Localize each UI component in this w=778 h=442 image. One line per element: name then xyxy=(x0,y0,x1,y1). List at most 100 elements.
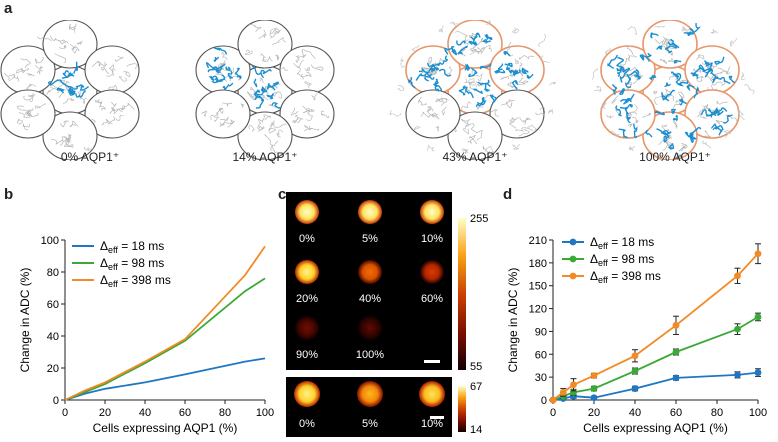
panel-a-schematic xyxy=(0,20,755,160)
water-path-grey xyxy=(427,105,434,112)
water-path-grey xyxy=(111,107,123,115)
water-path-blue xyxy=(222,82,234,90)
water-path-grey xyxy=(469,81,477,86)
water-path-blue xyxy=(704,60,712,66)
water-path-grey xyxy=(26,72,35,77)
water-path-grey xyxy=(475,49,483,55)
legend-label-0: Δeff = 18 ms xyxy=(100,239,164,255)
water-path-grey xyxy=(27,92,34,103)
caption-14pct: 14% AQP1⁺ xyxy=(232,150,298,164)
panel-letter-d: d xyxy=(503,186,513,203)
water-path-outer xyxy=(462,148,469,154)
water-path-blue xyxy=(215,63,226,72)
mri-spot xyxy=(295,316,319,340)
water-path-blue xyxy=(662,130,670,138)
water-path-grey xyxy=(201,110,208,117)
water-path-grey xyxy=(17,118,23,125)
water-path-grey xyxy=(248,124,255,132)
water-path-grey xyxy=(291,107,299,116)
data-point xyxy=(631,385,639,392)
y-tick-label: 210 xyxy=(529,235,547,247)
water-path-grey xyxy=(627,81,632,90)
water-path-blue xyxy=(408,76,416,89)
water-path-blue xyxy=(644,52,652,62)
water-path-blue xyxy=(424,75,435,82)
mri-label: 20% xyxy=(296,293,318,305)
water-path-blue xyxy=(439,55,448,65)
data-point xyxy=(672,321,680,329)
series-line-2 xyxy=(64,245,266,401)
water-path-blue xyxy=(675,72,682,85)
water-path-blue xyxy=(698,64,711,73)
panel-letter-c: c xyxy=(278,186,287,203)
water-path-grey xyxy=(105,115,116,125)
water-path-outer xyxy=(539,55,550,64)
water-path-grey xyxy=(224,120,236,125)
data-point xyxy=(672,374,680,382)
water-path-grey xyxy=(109,64,115,73)
water-path-blue xyxy=(619,106,629,115)
water-path-blue xyxy=(671,71,680,79)
water-path-outer xyxy=(737,109,745,121)
water-path-outer xyxy=(599,102,607,110)
water-path-outer xyxy=(512,28,519,34)
legend-marker xyxy=(569,272,577,280)
water-path-blue xyxy=(616,56,625,69)
x-tick-label: 20 xyxy=(99,407,111,419)
x-tick-label: 60 xyxy=(179,407,191,419)
water-path-blue xyxy=(427,62,440,71)
water-path-grey xyxy=(35,103,46,109)
water-path-blue xyxy=(253,89,261,96)
y-tick-label: 100 xyxy=(41,235,59,247)
water-path-grey xyxy=(100,66,110,75)
water-path-blue xyxy=(56,87,65,94)
water-path-blue xyxy=(211,78,219,84)
colorbar-top xyxy=(458,218,466,370)
caption-100pct: 100% AQP1⁺ xyxy=(639,150,711,164)
data-point xyxy=(734,371,741,379)
legend-marker xyxy=(569,255,577,263)
water-path-grey xyxy=(270,29,282,39)
mri-label: 5% xyxy=(362,418,378,430)
cell-ellipse xyxy=(237,111,293,160)
water-path-grey xyxy=(475,130,483,141)
mri-label: 0% xyxy=(299,418,315,430)
water-path-blue xyxy=(728,75,735,83)
water-path-grey xyxy=(420,67,427,73)
data-point xyxy=(570,381,577,389)
water-path-grey xyxy=(212,63,224,71)
water-path-blue xyxy=(483,33,493,41)
water-path-grey xyxy=(704,130,711,138)
mri-spot xyxy=(420,200,444,224)
water-path-blue xyxy=(700,109,717,117)
water-path-grey xyxy=(264,134,279,146)
mri-label: 60% xyxy=(421,293,443,305)
water-path-grey xyxy=(268,103,277,108)
cell-cluster-3 xyxy=(592,20,755,160)
water-path-blue xyxy=(213,47,227,55)
series-line-0 xyxy=(552,371,759,401)
water-path-grey xyxy=(706,73,716,82)
water-path-grey xyxy=(696,54,705,60)
water-path-grey xyxy=(99,100,107,111)
water-path-grey xyxy=(293,59,304,68)
water-path-grey xyxy=(72,45,80,52)
water-path-blue xyxy=(624,73,632,89)
water-path-blue xyxy=(209,75,218,82)
water-path-outer xyxy=(681,25,687,32)
y-tick-label: 0 xyxy=(541,395,547,407)
water-path-grey xyxy=(20,57,31,68)
water-path-grey xyxy=(716,66,730,77)
colorbar-bottom xyxy=(458,386,466,432)
water-path-grey xyxy=(500,76,509,80)
water-path-grey xyxy=(518,77,525,86)
water-path-blue xyxy=(684,30,693,37)
water-path-grey xyxy=(66,136,72,148)
water-path-blue xyxy=(714,56,725,65)
y-axis-label: Change in ADC (%) xyxy=(508,268,520,373)
water-path-grey xyxy=(276,129,284,138)
water-path-grey xyxy=(514,58,520,65)
x-tick-label: 60 xyxy=(670,407,682,419)
water-path-grey xyxy=(259,77,264,84)
water-path-grey xyxy=(295,55,300,63)
